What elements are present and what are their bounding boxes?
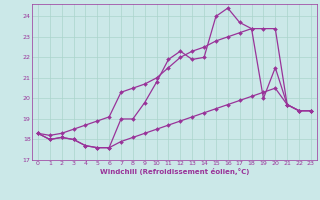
X-axis label: Windchill (Refroidissement éolien,°C): Windchill (Refroidissement éolien,°C) (100, 168, 249, 175)
